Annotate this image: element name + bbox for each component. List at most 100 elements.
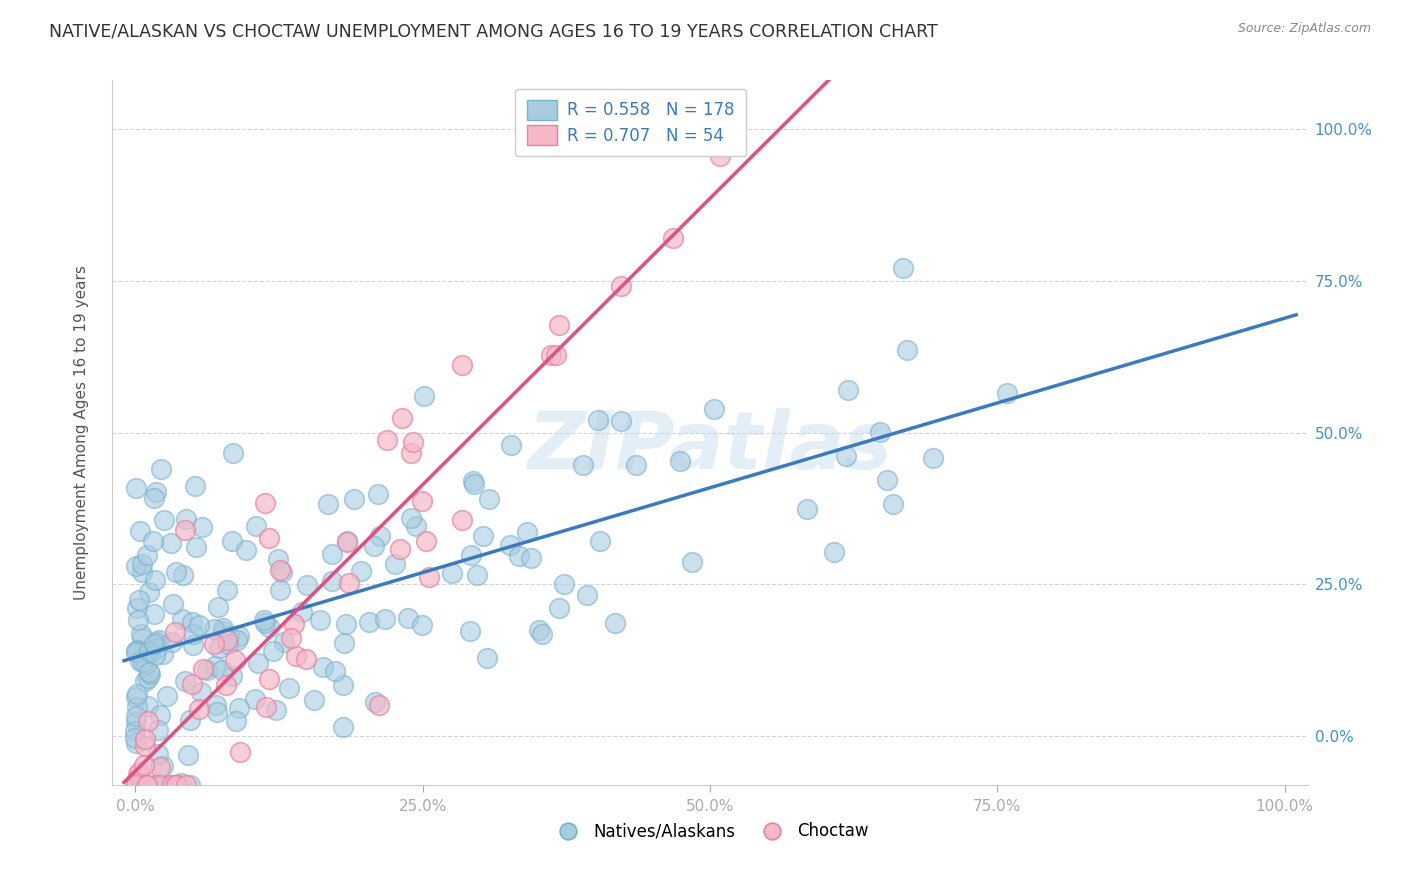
Point — [253, 615, 276, 630]
Point — [217, 637, 239, 651]
Point — [547, 601, 569, 615]
Point — [136, 645, 159, 659]
Point — [413, 388, 436, 402]
Point — [332, 720, 354, 734]
Point — [283, 616, 305, 631]
Point — [143, 491, 166, 505]
Point — [146, 747, 169, 762]
Point — [335, 616, 357, 631]
Point — [221, 533, 243, 548]
Point — [131, 557, 153, 571]
Point — [174, 511, 197, 525]
Point — [188, 702, 211, 716]
Point — [463, 474, 485, 488]
Point — [463, 476, 485, 491]
Point — [501, 437, 523, 451]
Point — [125, 708, 148, 723]
Point — [143, 648, 166, 662]
Point — [131, 565, 153, 579]
Point — [134, 673, 156, 688]
Point — [153, 513, 176, 527]
Point — [225, 714, 247, 728]
Point — [280, 631, 302, 645]
Point — [796, 502, 818, 516]
Point — [544, 348, 567, 362]
Point — [125, 690, 148, 704]
Point — [332, 635, 354, 649]
Point — [460, 548, 482, 562]
Point — [221, 669, 243, 683]
Point — [165, 565, 187, 579]
Point — [208, 640, 231, 655]
Point — [267, 552, 290, 566]
Point — [228, 629, 250, 643]
Point — [357, 615, 380, 629]
Point — [235, 542, 257, 557]
Point — [516, 524, 538, 539]
Point — [128, 765, 150, 780]
Point — [125, 481, 148, 495]
Point — [415, 534, 437, 549]
Point — [215, 583, 238, 598]
Point — [269, 583, 291, 598]
Point — [225, 633, 247, 648]
Point — [218, 629, 240, 643]
Point — [402, 435, 425, 450]
Point — [170, 612, 193, 626]
Point — [181, 627, 204, 641]
Point — [174, 778, 197, 792]
Point — [127, 687, 149, 701]
Point — [316, 498, 339, 512]
Point — [162, 597, 184, 611]
Point — [193, 661, 215, 675]
Point — [540, 348, 562, 362]
Point — [202, 637, 225, 651]
Point — [681, 555, 703, 569]
Point — [181, 677, 204, 691]
Point — [149, 760, 172, 774]
Point — [148, 632, 170, 647]
Point — [499, 538, 522, 552]
Point — [170, 775, 193, 789]
Point — [273, 635, 295, 649]
Point — [127, 767, 149, 781]
Text: ZIPatlas: ZIPatlas — [527, 408, 893, 486]
Point — [508, 549, 530, 564]
Point — [165, 778, 187, 792]
Point — [166, 778, 188, 792]
Point — [440, 566, 463, 580]
Point — [548, 318, 571, 332]
Point — [418, 570, 440, 584]
Point — [368, 528, 391, 542]
Point — [465, 568, 488, 582]
Point — [411, 493, 433, 508]
Point — [138, 665, 160, 680]
Point — [922, 450, 945, 465]
Point — [139, 667, 162, 681]
Point — [142, 607, 165, 621]
Point — [384, 558, 406, 572]
Point — [527, 623, 550, 637]
Point — [152, 647, 174, 661]
Point — [136, 714, 159, 729]
Point — [146, 778, 169, 792]
Point — [212, 621, 235, 635]
Point — [129, 524, 152, 538]
Point — [207, 599, 229, 614]
Point — [145, 485, 167, 500]
Point — [134, 739, 156, 753]
Point — [349, 564, 371, 578]
Point — [703, 401, 725, 416]
Point — [129, 653, 152, 667]
Point — [278, 681, 301, 696]
Point — [132, 655, 155, 669]
Point — [332, 678, 354, 692]
Point — [228, 701, 250, 715]
Point — [179, 778, 201, 792]
Legend: Natives/Alaskans, Choctaw: Natives/Alaskans, Choctaw — [546, 816, 875, 847]
Point — [308, 613, 330, 627]
Point — [146, 723, 169, 737]
Point — [224, 652, 246, 666]
Point — [229, 745, 252, 759]
Point — [399, 446, 422, 460]
